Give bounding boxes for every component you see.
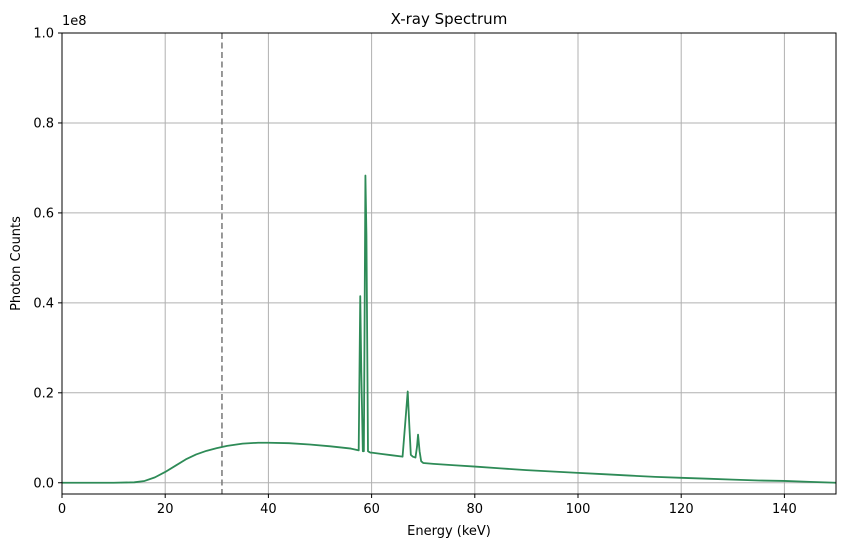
x-tick-label: 40 (260, 502, 277, 517)
y-ticks: 0.0 0.2 0.4 0.6 0.8 1.0 (33, 27, 62, 491)
y-tick-label: 0.4 (33, 296, 54, 311)
x-tick-label: 60 (363, 502, 380, 517)
x-tick-label: 140 (772, 502, 797, 517)
y-tick-label: 1.0 (33, 27, 54, 42)
y-tick-label: 0.6 (33, 206, 54, 221)
y-axis-label: Photon Counts (9, 216, 24, 311)
x-tick-label: 120 (669, 502, 694, 517)
grid (61, 32, 836, 494)
y-tick-label: 0.0 (33, 476, 54, 491)
y-tick-label: 0.2 (33, 386, 54, 401)
y-tick-label: 0.8 (33, 116, 54, 131)
x-tick-label: 20 (157, 502, 174, 517)
series-line (62, 174, 837, 484)
x-tick-label: 100 (566, 502, 591, 517)
y-scale-label: 1e8 (62, 14, 87, 29)
x-tick-label: 80 (467, 502, 484, 517)
series-layer (62, 174, 837, 484)
x-tick-label: 0 (58, 502, 66, 517)
x-axis-label: Energy (keV) (407, 524, 491, 539)
plot-frame (61, 32, 837, 495)
x-ticks: 0 20 40 60 80 100 120 140 (58, 494, 797, 517)
chart-title: X-ray Spectrum (391, 10, 508, 28)
